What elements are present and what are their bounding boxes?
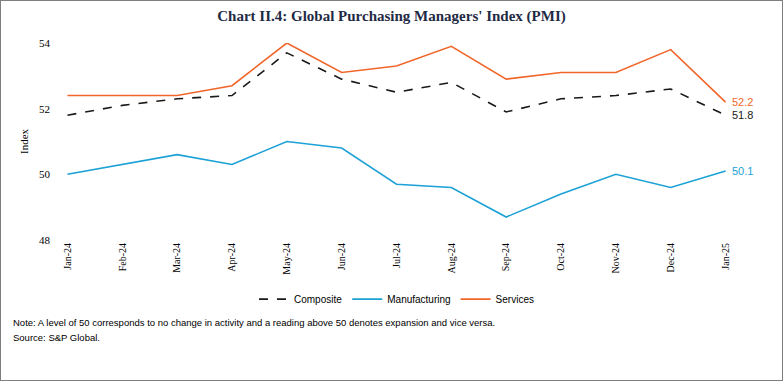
svg-text:Jun-24: Jun-24 xyxy=(336,243,347,270)
svg-text:Chart II.4: Global Purchasing: Chart II.4: Global Purchasing Managers' … xyxy=(217,8,565,25)
svg-text:Mar-24: Mar-24 xyxy=(171,243,182,273)
svg-text:Jan-24: Jan-24 xyxy=(62,243,73,270)
svg-text:Jan-25: Jan-25 xyxy=(720,243,731,270)
svg-text:50: 50 xyxy=(39,168,51,180)
svg-text:Services: Services xyxy=(496,294,534,305)
svg-text:Dec-24: Dec-24 xyxy=(665,243,676,272)
svg-text:Index: Index xyxy=(18,128,30,154)
svg-text:May-24: May-24 xyxy=(281,243,292,275)
svg-text:Sep-24: Sep-24 xyxy=(500,243,511,271)
svg-text:52: 52 xyxy=(39,103,50,115)
svg-text:Manufacturing: Manufacturing xyxy=(387,294,450,305)
svg-text:Feb-24: Feb-24 xyxy=(117,243,128,271)
svg-text:Aug-24: Aug-24 xyxy=(446,243,457,274)
svg-text:48: 48 xyxy=(39,234,51,246)
svg-text:Oct-24: Oct-24 xyxy=(555,243,566,271)
svg-text:51.8: 51.8 xyxy=(732,109,753,121)
svg-text:Nov-24: Nov-24 xyxy=(610,243,621,274)
svg-text:54: 54 xyxy=(39,37,51,49)
svg-text:Composite: Composite xyxy=(294,294,342,305)
svg-text:50.1: 50.1 xyxy=(732,165,753,177)
svg-text:Apr-24: Apr-24 xyxy=(226,243,237,272)
svg-text:Jul-24: Jul-24 xyxy=(391,243,402,268)
svg-text:52.2: 52.2 xyxy=(732,96,753,108)
svg-text:Source: S&P Global.: Source: S&P Global. xyxy=(13,332,100,343)
svg-text:Note: A level of 50 correspond: Note: A level of 50 corresponds to no ch… xyxy=(13,317,495,328)
